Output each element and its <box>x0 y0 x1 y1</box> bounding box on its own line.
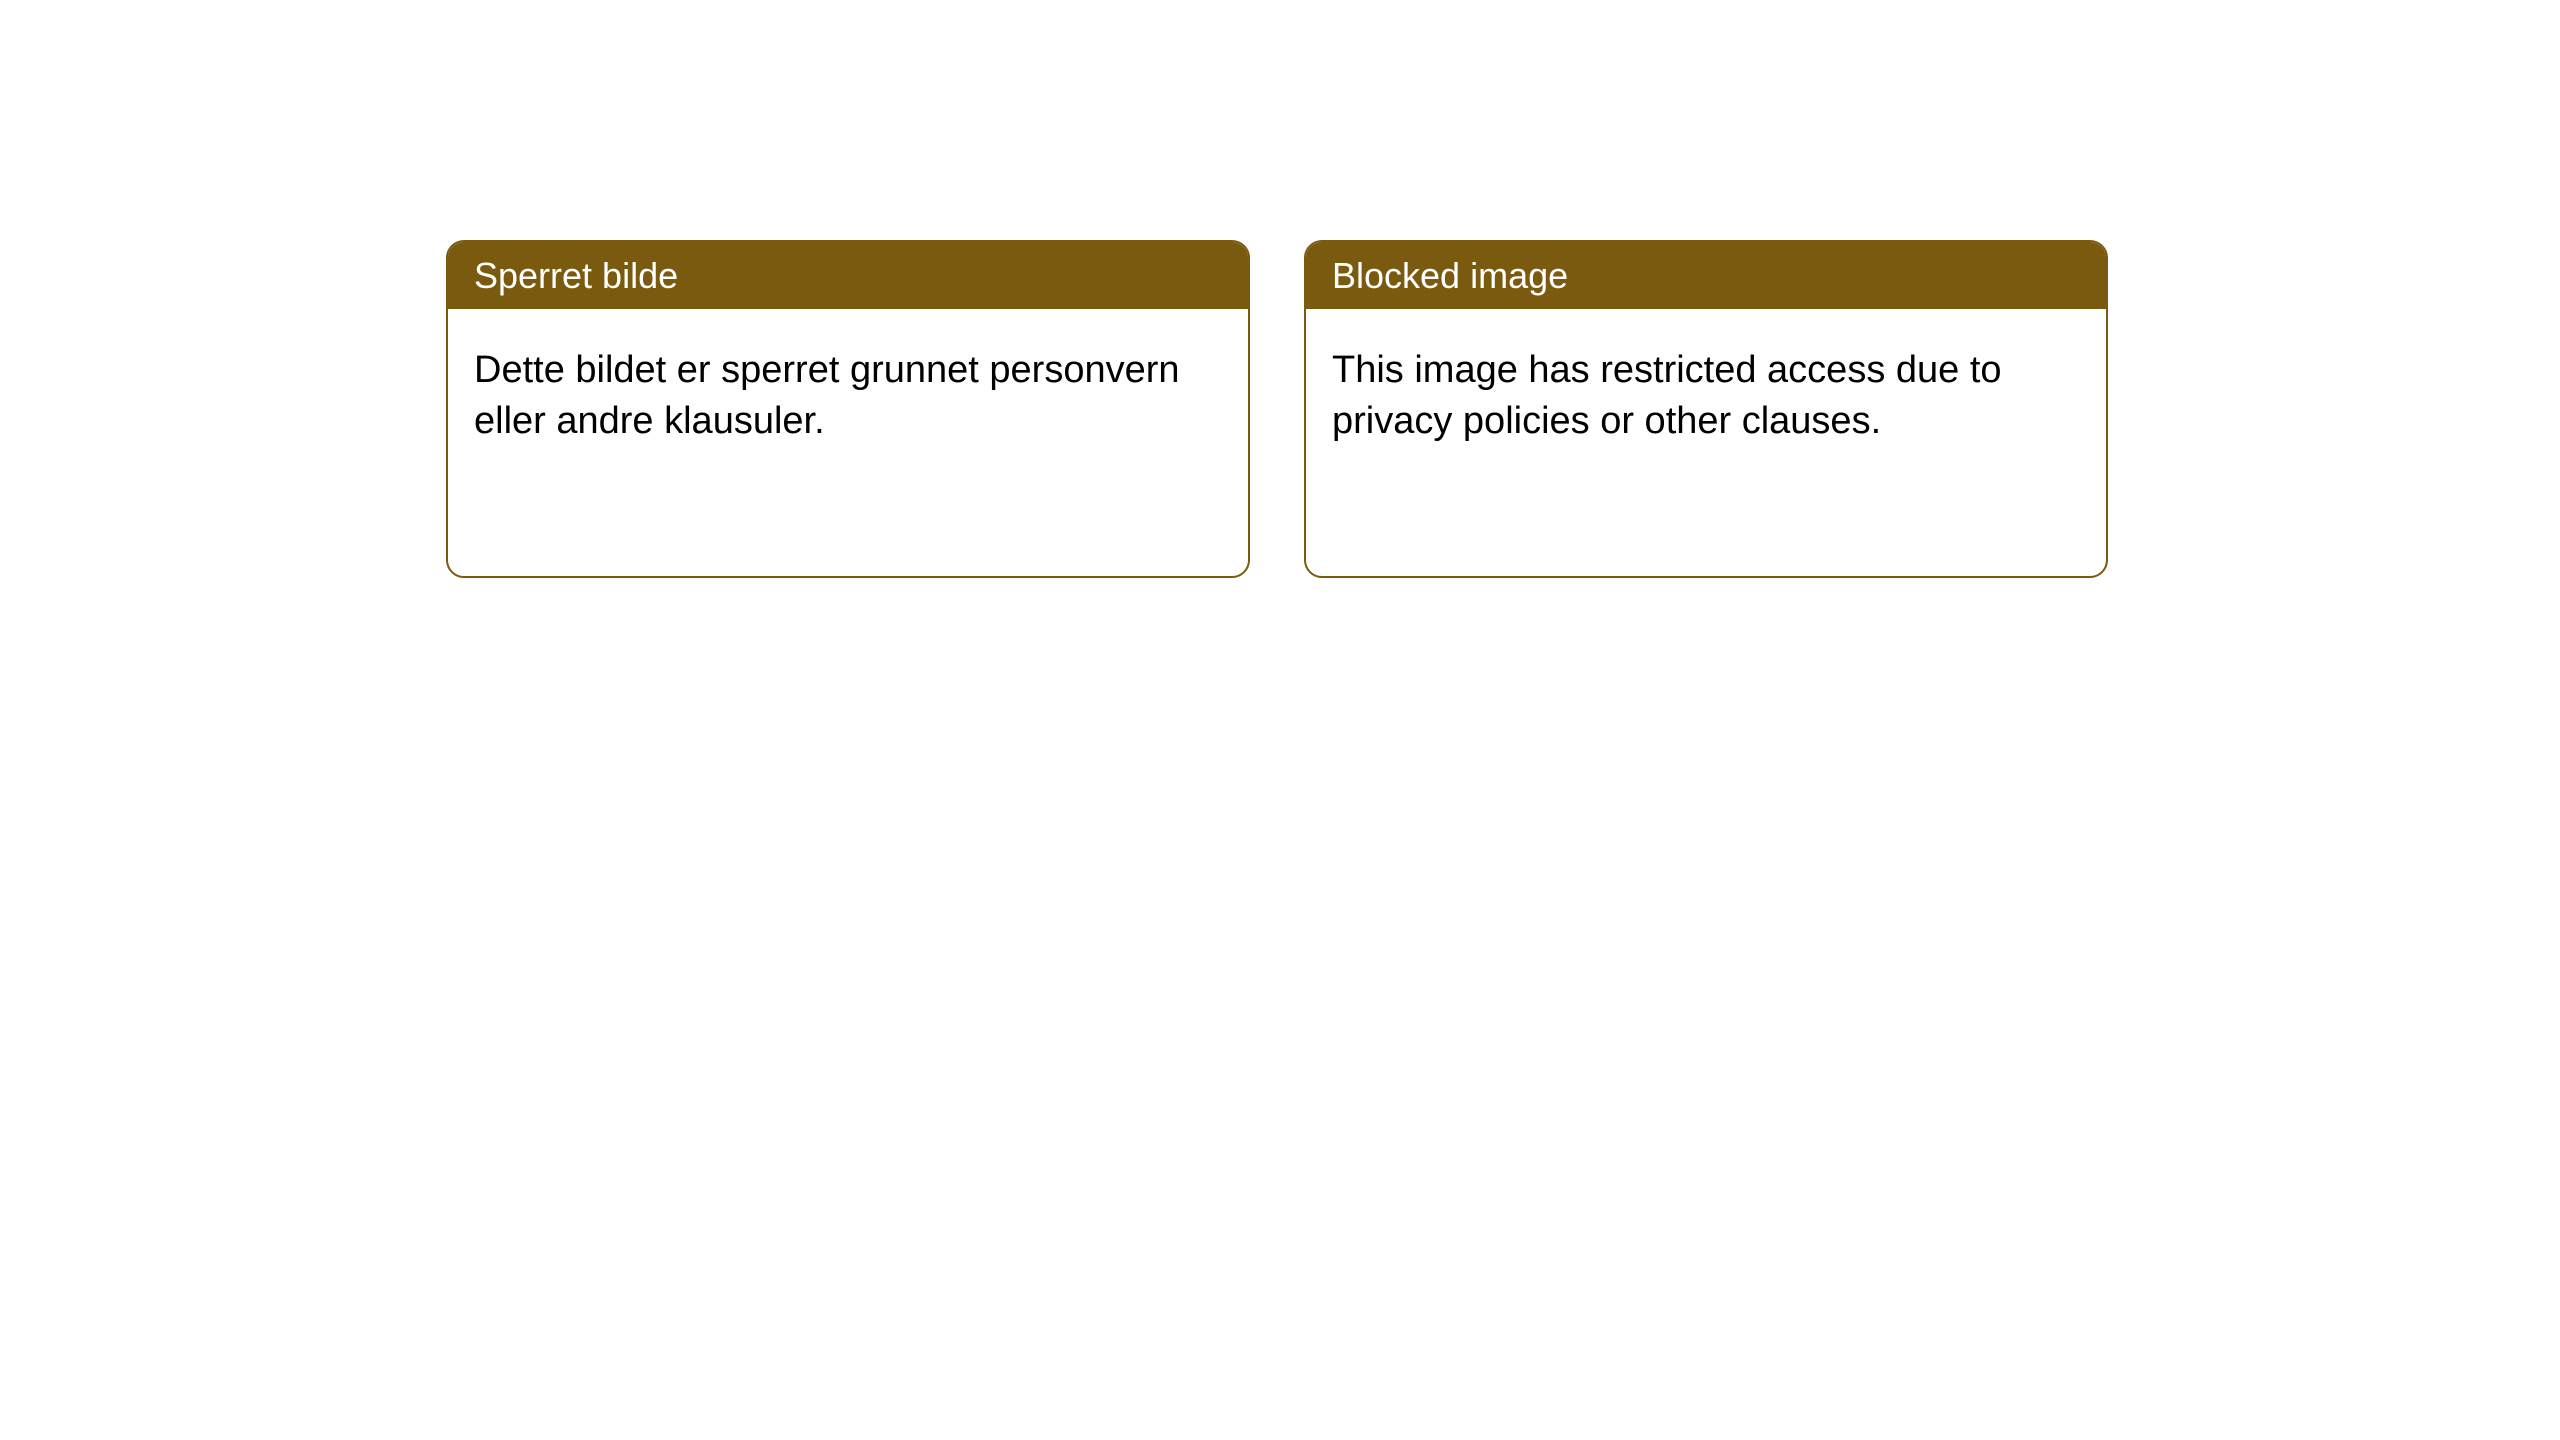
notice-card-norwegian: Sperret bilde Dette bildet er sperret gr… <box>446 240 1250 578</box>
notice-header: Blocked image <box>1306 242 2106 309</box>
notice-card-english: Blocked image This image has restricted … <box>1304 240 2108 578</box>
notice-body: Dette bildet er sperret grunnet personve… <box>448 309 1248 484</box>
notice-header: Sperret bilde <box>448 242 1248 309</box>
notice-container: Sperret bilde Dette bildet er sperret gr… <box>0 0 2560 578</box>
notice-body: This image has restricted access due to … <box>1306 309 2106 484</box>
